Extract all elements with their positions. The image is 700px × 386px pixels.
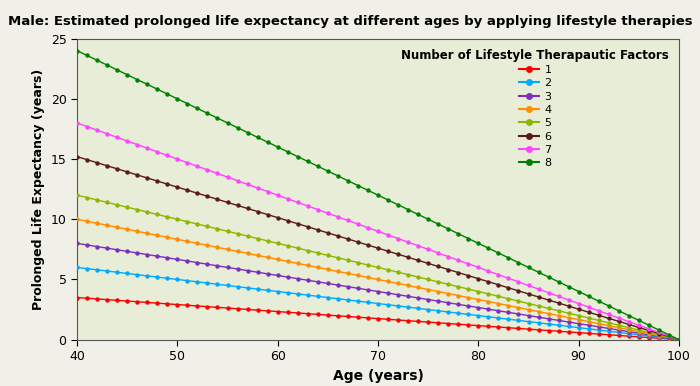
3 — [284, 275, 292, 279]
6 — [284, 218, 292, 223]
4 — [675, 337, 683, 342]
1 — [394, 318, 402, 322]
8 — [434, 222, 442, 226]
2 — [434, 308, 442, 313]
Line: 4: 4 — [75, 217, 681, 342]
6 — [193, 191, 202, 196]
8 — [675, 337, 683, 342]
1 — [675, 337, 683, 342]
1 — [284, 310, 292, 315]
8 — [284, 149, 292, 154]
4 — [394, 281, 402, 286]
2 — [193, 279, 202, 284]
8 — [594, 299, 603, 303]
2 — [214, 282, 222, 286]
7 — [394, 236, 402, 241]
5 — [284, 244, 292, 248]
5 — [193, 222, 202, 226]
Line: 2: 2 — [75, 265, 681, 342]
3 — [434, 299, 442, 303]
4 — [434, 289, 442, 294]
8 — [394, 203, 402, 207]
7 — [284, 196, 292, 201]
7 — [193, 164, 202, 169]
6 — [675, 337, 683, 342]
X-axis label: Age (years): Age (years) — [332, 369, 424, 383]
1 — [214, 305, 222, 310]
2 — [284, 290, 292, 295]
7 — [594, 308, 603, 313]
4 — [73, 217, 81, 222]
2 — [675, 337, 683, 342]
3 — [594, 325, 603, 329]
5 — [434, 279, 442, 284]
6 — [594, 313, 603, 318]
3 — [193, 260, 202, 265]
7 — [73, 120, 81, 125]
3 — [675, 337, 683, 342]
3 — [394, 293, 402, 297]
6 — [214, 197, 222, 201]
7 — [434, 251, 442, 255]
6 — [73, 154, 81, 159]
7 — [214, 171, 222, 176]
Text: Male: Estimated prolonged life expectancy at different ages by applying lifestyl: Male: Estimated prolonged life expectanc… — [8, 15, 692, 29]
2 — [594, 328, 603, 332]
3 — [73, 241, 81, 245]
Line: 1: 1 — [75, 295, 681, 342]
1 — [594, 332, 603, 336]
8 — [193, 106, 202, 111]
5 — [73, 193, 81, 198]
3 — [214, 264, 222, 268]
Legend: 1, 2, 3, 4, 5, 6, 7, 8: 1, 2, 3, 4, 5, 6, 7, 8 — [397, 44, 673, 173]
8 — [214, 116, 222, 120]
6 — [434, 264, 442, 269]
1 — [73, 295, 81, 300]
Line: 5: 5 — [75, 193, 681, 342]
1 — [193, 304, 202, 308]
Line: 8: 8 — [75, 48, 681, 342]
Y-axis label: Prolonged Life Expectancy (years): Prolonged Life Expectancy (years) — [32, 68, 46, 310]
5 — [594, 318, 603, 323]
4 — [284, 259, 292, 264]
2 — [394, 304, 402, 308]
7 — [675, 337, 683, 342]
8 — [73, 48, 81, 53]
4 — [594, 321, 603, 326]
4 — [193, 241, 202, 245]
5 — [394, 270, 402, 274]
4 — [214, 245, 222, 250]
6 — [394, 252, 402, 257]
1 — [434, 320, 442, 325]
Line: 3: 3 — [75, 241, 681, 342]
5 — [675, 337, 683, 342]
Line: 6: 6 — [75, 154, 681, 342]
Line: 7: 7 — [75, 121, 681, 342]
5 — [214, 227, 222, 231]
2 — [73, 265, 81, 270]
